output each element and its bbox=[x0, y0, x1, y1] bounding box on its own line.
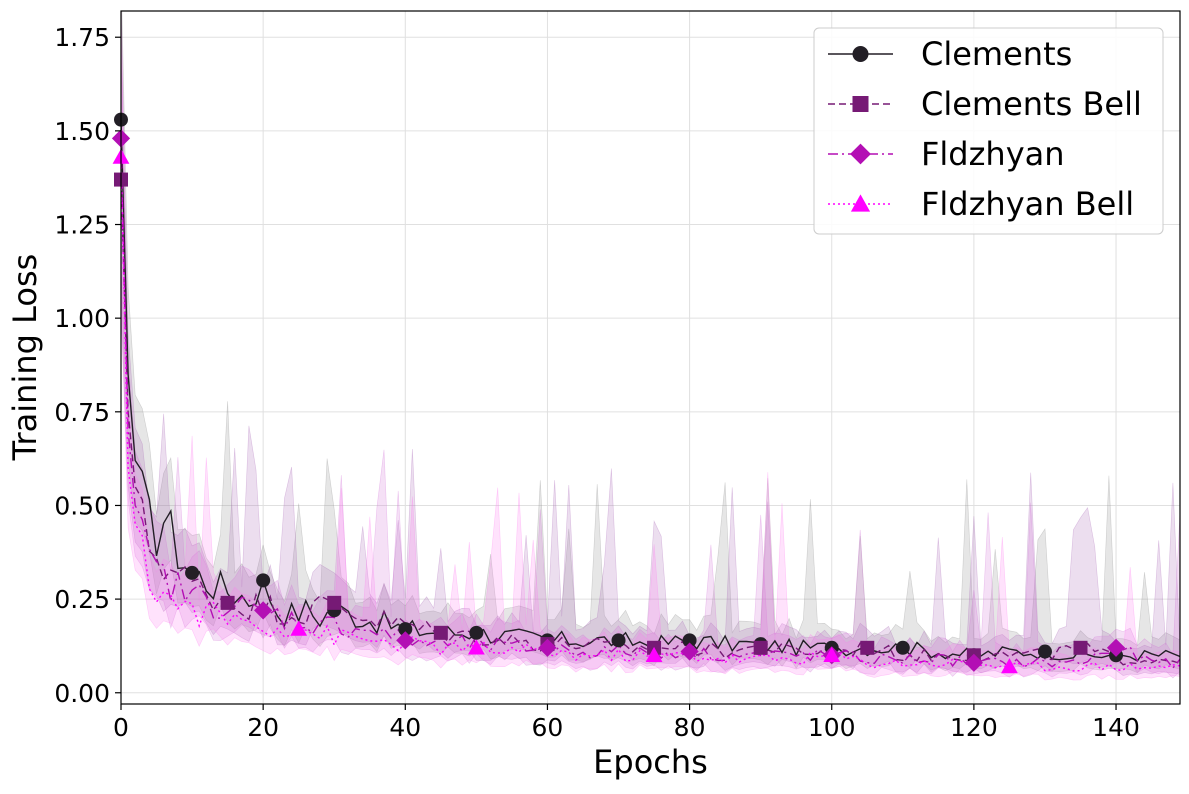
x-tick-label: 100 bbox=[808, 713, 856, 742]
plot-frame bbox=[120, 10, 1181, 705]
legend-label-clements: Clements bbox=[921, 35, 1072, 73]
y-tick-label: 1.00 bbox=[54, 304, 110, 333]
marker-clements bbox=[895, 640, 910, 655]
legend-label-fldzhyan: Fldzhyan bbox=[921, 135, 1065, 173]
x-tick-label: 60 bbox=[532, 713, 564, 742]
legend-item-fldzhyan-bell: Fldzhyan Bell bbox=[828, 185, 1134, 223]
legend-item-clements-bell: Clements Bell bbox=[828, 85, 1142, 123]
legend-marker-clements bbox=[852, 46, 869, 62]
y-axis-ticks: 0.00 0.25 0.50 0.75 1.00 1.25 1.50 1.75 bbox=[54, 23, 121, 708]
marker-clements bbox=[398, 622, 413, 637]
marker-fldzhyan-bell bbox=[645, 646, 663, 663]
marker-fldzhyan bbox=[1106, 638, 1126, 657]
x-axis-label: Epochs bbox=[593, 743, 708, 781]
x-axis-ticks: 0 20 40 60 80 100 120 140 bbox=[113, 704, 1140, 742]
marker-clements-bell bbox=[327, 595, 342, 610]
marker-clements-bell bbox=[220, 595, 235, 610]
legend-label-clements-bell: Clements Bell bbox=[921, 85, 1142, 123]
marker-clements-bell bbox=[753, 640, 768, 655]
x-tick-label: 20 bbox=[247, 713, 279, 742]
marker-clements bbox=[469, 625, 484, 640]
marker-fldzhyan-bell bbox=[467, 639, 485, 655]
y-tick-label: 0.75 bbox=[54, 398, 110, 427]
legend-marker-fldzhyan bbox=[850, 143, 871, 165]
line-clements-bell bbox=[121, 179, 1180, 666]
x-tick-label: 120 bbox=[950, 713, 998, 742]
legend-label-fldzhyan-bell: Fldzhyan Bell bbox=[921, 185, 1134, 223]
y-tick-label: 1.25 bbox=[54, 211, 110, 240]
marker-fldzhyan-bell bbox=[823, 646, 841, 663]
x-tick-label: 40 bbox=[389, 713, 421, 742]
legend-frame bbox=[813, 27, 1164, 235]
x-tick-label: 140 bbox=[1092, 713, 1140, 742]
y-tick-label: 0.00 bbox=[54, 679, 110, 708]
marker-fldzhyan bbox=[538, 638, 557, 657]
legend-marker-clements-bell bbox=[852, 96, 869, 112]
marker-clements bbox=[256, 573, 271, 588]
y-tick-label: 0.50 bbox=[54, 491, 110, 520]
marker-fldzhyan bbox=[254, 601, 273, 620]
marker-clements bbox=[682, 633, 697, 648]
y-tick-label: 0.25 bbox=[54, 585, 110, 614]
marker-fldzhyan-bell bbox=[1001, 658, 1018, 674]
y-tick-label: 1.75 bbox=[54, 23, 110, 52]
band-fldzhyan bbox=[121, 11, 1180, 679]
x-tick-label: 0 bbox=[113, 713, 129, 742]
marker-clements bbox=[1037, 644, 1052, 659]
marker-clements bbox=[185, 565, 200, 580]
marker-fldzhyan bbox=[964, 653, 983, 672]
y-axis-label: Training Loss bbox=[6, 254, 44, 462]
marker-clements-bell bbox=[433, 625, 448, 640]
marker-fldzhyan bbox=[680, 642, 699, 661]
y-tick-label: 1.50 bbox=[54, 117, 110, 146]
marker-fldzhyan-bell bbox=[290, 620, 308, 636]
legend-item-clements: Clements bbox=[828, 35, 1072, 73]
x-tick-label: 80 bbox=[674, 713, 706, 742]
marker-clements-bell bbox=[1073, 640, 1088, 655]
marker-clements-bell bbox=[860, 640, 875, 655]
legend: Clements Clements Bell Fldzhyan Fldzhyan Be… bbox=[813, 27, 1164, 235]
legend-marker-fldzhyan-bell bbox=[850, 194, 871, 212]
marker-fldzhyan bbox=[396, 631, 415, 650]
legend-item-fldzhyan: Fldzhyan bbox=[828, 135, 1065, 173]
marker-clements bbox=[611, 633, 626, 648]
